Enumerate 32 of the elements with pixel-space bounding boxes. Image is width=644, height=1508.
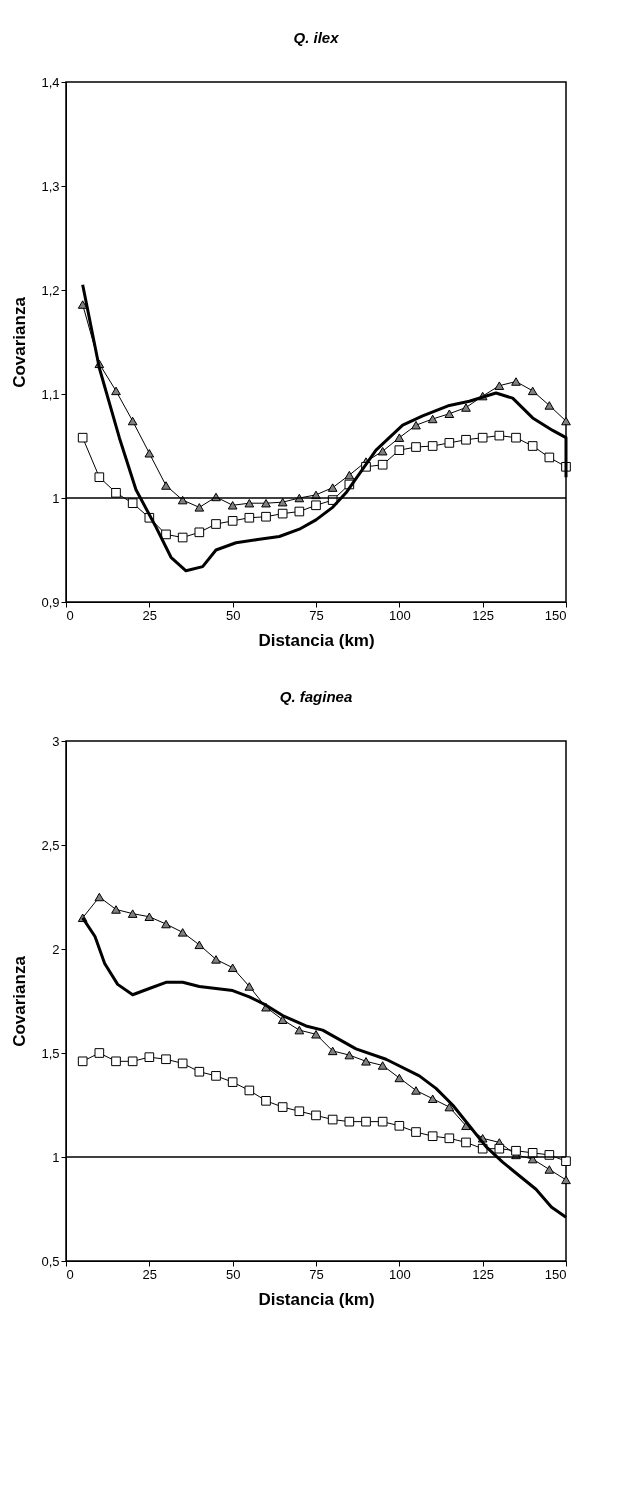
y-tick-label: 0,9 [41,594,60,610]
y-tick-label: 1 [52,1149,60,1165]
y-tick-label: 2,5 [41,837,60,853]
x-tick-label: 125 [472,1266,495,1282]
y-tick-label: 1 [52,490,60,506]
x-tick-label: 25 [142,1266,158,1282]
x-tick-label: 0 [66,607,74,623]
chart-title: Q. ilex [293,29,340,46]
y-tick-label: 0,5 [41,1253,60,1269]
x-tick-label: 25 [142,607,158,623]
x-tick-label: 0 [66,1266,74,1282]
y-tick-label: 1,1 [41,386,60,402]
x-axis-title: Distancia (km) [258,630,375,650]
y-tick-label: 2 [52,941,60,957]
x-tick-label: 50 [225,1266,241,1282]
x-tick-label: 75 [309,607,324,623]
y-tick-label: 1,2 [41,282,60,298]
x-tick-label: 150 [544,607,567,623]
y-axis-title: Covarianza [10,955,30,1047]
chart-title: Q. faginea [279,688,353,705]
x-tick-label: 125 [472,607,495,623]
x-tick-label: 100 [388,607,411,623]
x-tick-label: 75 [309,1266,324,1282]
y-axis-title: Covarianza [10,296,30,388]
y-tick-label: 1,3 [41,178,60,194]
y-tick-label: 3 [52,733,60,749]
x-tick-label: 150 [544,1266,567,1282]
x-tick-label: 50 [225,607,241,623]
x-tick-label: 100 [388,1266,411,1282]
y-tick-label: 1,4 [41,74,60,90]
y-tick-label: 1,5 [41,1045,60,1061]
x-axis-title: Distancia (km) [258,1289,375,1309]
